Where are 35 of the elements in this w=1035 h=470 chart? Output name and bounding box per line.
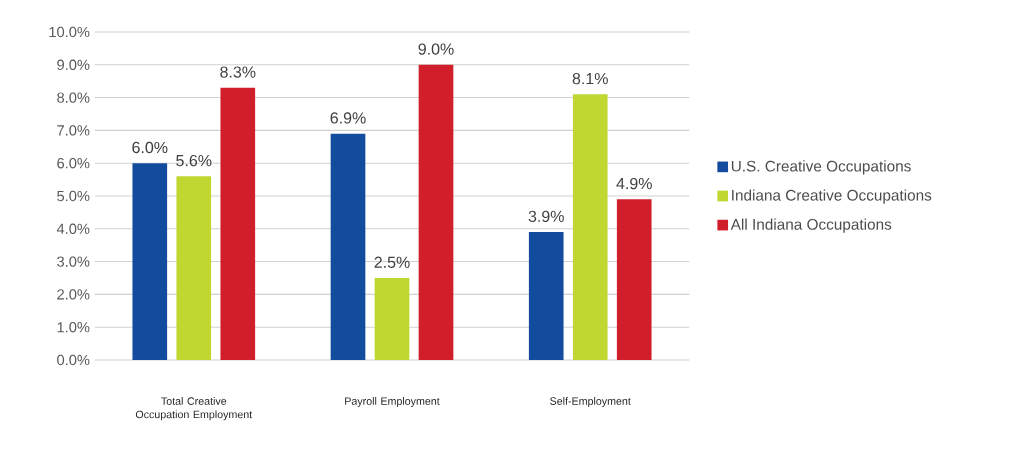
y-tick-label: 8.0% [57,92,90,103]
x-tick-label: Payroll Employment [345,397,440,407]
bar [220,87,256,360]
data-label: 3.9% [528,210,564,223]
x-tick-label: Self-Employment [550,397,631,407]
y-tick-label: 6.0% [57,158,90,169]
bar [418,64,454,360]
data-label: 6.9% [330,112,366,124]
data-label: 4.9% [616,177,652,190]
data-label: 9.0% [418,43,454,55]
data-label: 2.5% [374,256,410,268]
legend-label: All Indiana Occupations [730,218,892,233]
y-tick-label: 10.0% [49,26,90,38]
bar [616,199,652,360]
y-tick-label: 7.0% [57,125,90,136]
y-tick-label: 9.0% [57,59,90,70]
data-label: 6.0% [132,141,168,154]
y-tick-label: 1.0% [57,322,90,333]
legend-label: Indiana Creative Occupations [732,189,932,204]
bar [374,277,410,360]
bar [330,133,366,360]
bar [176,176,212,360]
y-tick-label: 2.0% [57,289,90,300]
y-tick-label: 5.0% [57,190,90,202]
legend-label: U.S. Creative Occupations [731,160,911,175]
y-tick-label: 0.0% [57,354,90,366]
bar [528,232,564,360]
bar [572,94,608,360]
bar [132,163,168,360]
x-tick-label: Total Creative Occupation Employment [135,397,253,421]
y-tick-label: 3.0% [57,256,90,267]
data-label: 8.1% [572,72,608,85]
y-tick-label: 4.0% [56,223,90,234]
data-label: 5.6% [176,154,212,167]
data-label: 8.3% [220,66,256,78]
